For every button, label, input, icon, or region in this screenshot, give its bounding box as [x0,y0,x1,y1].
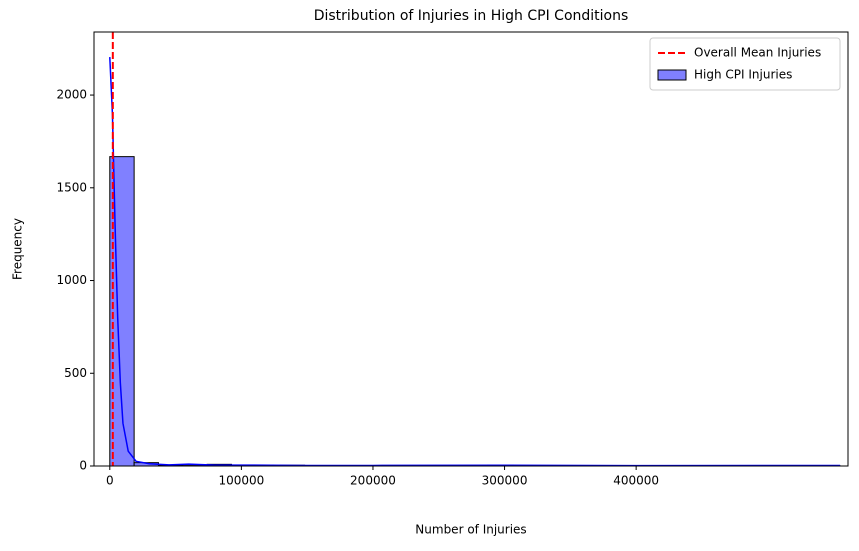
x-tick-label: 100000 [218,474,264,488]
y-tick-label: 1500 [56,180,87,194]
x-tick-label: 400000 [613,474,659,488]
legend-swatch [658,70,686,80]
y-tick-label: 0 [79,459,87,473]
legend-label: Overall Mean Injuries [694,46,821,60]
y-tick-label: 1000 [56,273,87,287]
y-axis-label: Frequency [11,218,25,280]
legend-label: High CPI Injuries [694,68,792,82]
chart-title: Distribution of Injuries in High CPI Con… [314,8,629,24]
plot-frame [94,32,848,466]
kde-line [110,57,840,466]
x-axis-label: Number of Injuries [415,523,526,537]
x-tick-label: 300000 [482,474,528,488]
x-tick-label: 0 [106,474,114,488]
x-tick-label: 200000 [350,474,396,488]
y-tick-label: 2000 [56,88,87,102]
y-tick-label: 500 [64,366,87,380]
